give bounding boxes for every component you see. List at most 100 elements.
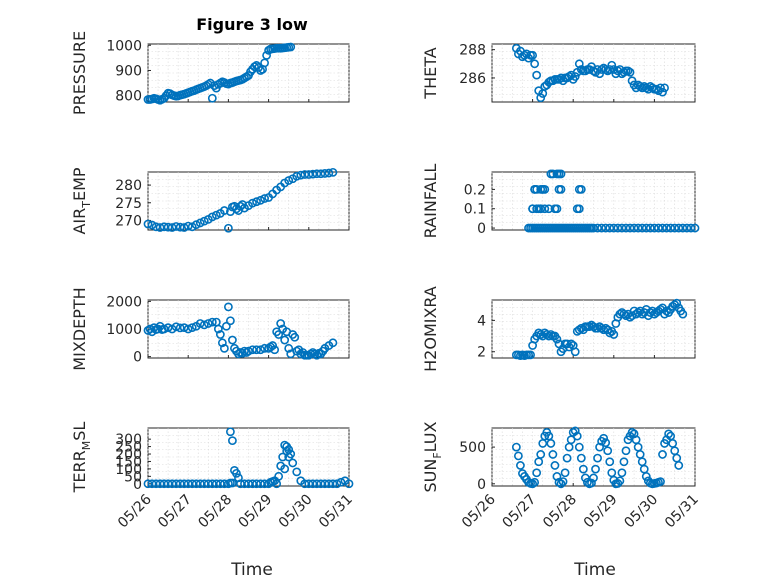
data-point [244, 479, 253, 489]
data-point [544, 204, 554, 214]
figure-title: Figure 3 low [196, 15, 308, 34]
data-point [183, 324, 193, 334]
data-point [226, 316, 235, 326]
data-point [526, 350, 535, 360]
x-tick-label: 05/26 [115, 491, 155, 531]
data-point [324, 479, 334, 489]
data-point [256, 195, 265, 205]
data-point [546, 439, 556, 448]
data-point [658, 223, 667, 233]
data-point [532, 70, 542, 80]
data-point [207, 479, 217, 489]
data-point [226, 427, 235, 437]
y-tick-label: 500 [459, 440, 486, 456]
data-point [603, 446, 613, 456]
y-tick-label: 100 [115, 462, 142, 478]
data-point [530, 59, 540, 69]
y-tick-label: 900 [115, 63, 142, 79]
data-point [556, 184, 566, 194]
y-axis-label: TERRMSL [70, 422, 93, 494]
y-axis-label: SUNFLUX [421, 421, 444, 492]
data-point [576, 453, 586, 463]
y-tick-label: 280 [115, 178, 142, 194]
data-point [312, 169, 322, 179]
subplot-sun-flux: 0 500 05/26 05/27 05/28 05/29 05/30 05/31 SUNFLU… [421, 421, 702, 531]
x-axis-label-right: Time [573, 560, 616, 580]
data-point [300, 479, 310, 489]
data-point [155, 479, 165, 489]
data-point [308, 169, 318, 179]
data-point [236, 201, 245, 211]
data-point [280, 335, 290, 345]
data-point [666, 223, 676, 233]
data-point [658, 450, 667, 459]
data-point [554, 477, 564, 487]
data-point [601, 438, 611, 448]
data-point [183, 479, 193, 489]
subplot-mixdepth: 0 1000 2000 MIXDEPTH [70, 287, 350, 371]
data-point [252, 479, 261, 489]
data-point [219, 206, 229, 215]
data-point [344, 479, 354, 489]
data-point [658, 87, 667, 97]
data-point [548, 169, 558, 179]
data-point [284, 452, 294, 462]
x-tick-label: 05/27 [500, 492, 540, 532]
data-point [276, 319, 286, 328]
data-point [256, 479, 265, 489]
data-point [511, 442, 521, 452]
data-point [513, 451, 523, 461]
data-point [260, 479, 269, 489]
data-point [578, 464, 588, 474]
data-point [560, 468, 570, 478]
data-point [316, 169, 326, 179]
data-point [629, 223, 639, 233]
data-point [187, 479, 197, 489]
data-point [593, 223, 602, 233]
data-point [187, 323, 197, 333]
data-point [536, 330, 546, 339]
x-tick-label: 05/26 [459, 491, 499, 531]
data-point [151, 222, 161, 232]
data-point [562, 453, 572, 463]
data-point [548, 450, 558, 459]
data-point [179, 479, 189, 489]
data-point [228, 436, 237, 446]
x-tick-label: 05/31 [662, 492, 702, 532]
data-point [572, 431, 582, 441]
data-point [536, 204, 546, 214]
data-point [151, 479, 161, 489]
y-tick-label: 0 [133, 350, 142, 366]
data-point [601, 223, 611, 233]
data-point [609, 330, 619, 339]
data-point [682, 223, 692, 233]
data-point [627, 76, 637, 86]
y-tick-label: 250 [115, 440, 142, 456]
data-point [171, 479, 181, 489]
data-point [605, 328, 615, 338]
data-point [199, 216, 209, 226]
x-tick-label: 05/30 [276, 492, 316, 532]
data-point [522, 49, 531, 59]
data-point [163, 323, 173, 333]
data-point [171, 322, 181, 332]
y-tick-label: 1000 [106, 38, 142, 54]
data-point [328, 338, 338, 348]
data-point [686, 223, 696, 233]
data-point [627, 428, 637, 437]
data-point [556, 169, 566, 179]
data-point [228, 478, 237, 488]
data-point [195, 479, 205, 489]
data-point [219, 479, 229, 489]
data-point [149, 323, 159, 333]
data-point [552, 334, 562, 344]
data-point [656, 83, 665, 93]
x-tick-label: 05/28 [540, 492, 580, 532]
data-point [155, 223, 165, 232]
data-point [540, 204, 550, 214]
data-point [163, 222, 173, 232]
data-point [199, 320, 209, 330]
data-point [556, 479, 566, 489]
